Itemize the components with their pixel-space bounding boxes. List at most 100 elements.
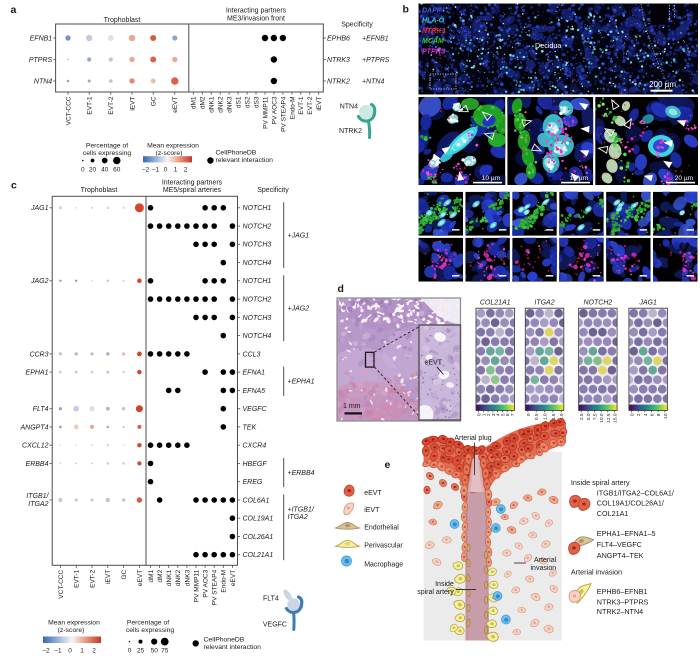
svg-text:Percentage of: Percentage of bbox=[86, 143, 128, 150]
svg-text:dM2: dM2 bbox=[200, 96, 207, 109]
svg-text:NOTCH4: NOTCH4 bbox=[243, 333, 272, 340]
svg-text:ITGA2: ITGA2 bbox=[288, 514, 308, 521]
svg-text:EREG: EREG bbox=[243, 479, 263, 486]
svg-text:(z-score): (z-score) bbox=[156, 150, 183, 157]
svg-text:–2: –2 bbox=[142, 167, 150, 174]
svg-text:EVT-1: EVT-1 bbox=[298, 96, 305, 114]
svg-text:Endo-M: Endo-M bbox=[221, 570, 228, 593]
svg-text:relevant interaction: relevant interaction bbox=[204, 644, 262, 651]
svg-text:0: 0 bbox=[68, 648, 72, 655]
svg-text:CCL3: CCL3 bbox=[243, 351, 261, 358]
svg-text:1: 1 bbox=[481, 413, 487, 416]
svg-text:HBEGF: HBEGF bbox=[243, 461, 268, 468]
svg-text:0.5: 0.5 bbox=[534, 413, 540, 420]
svg-text:PV STEAP4: PV STEAP4 bbox=[212, 569, 219, 605]
svg-text:VEGFC: VEGFC bbox=[243, 406, 268, 413]
svg-text:JAG2: JAG2 bbox=[30, 278, 49, 285]
svg-text:COL19A1: COL19A1 bbox=[243, 516, 274, 523]
svg-text:a: a bbox=[11, 4, 17, 16]
svg-text:eEVT: eEVT bbox=[137, 570, 144, 586]
svg-text:PV AOC3: PV AOC3 bbox=[271, 96, 278, 124]
svg-text:COL6A1: COL6A1 bbox=[243, 497, 270, 504]
svg-text:GC: GC bbox=[151, 96, 158, 106]
svg-text:COL21A1: COL21A1 bbox=[243, 552, 274, 559]
svg-text:dM2: dM2 bbox=[157, 569, 164, 582]
svg-text:+ERBB4: +ERBB4 bbox=[288, 470, 315, 477]
svg-text:ERBB4: ERBB4 bbox=[26, 461, 49, 468]
svg-text:CXCR4: CXCR4 bbox=[243, 443, 267, 450]
svg-text:PV AOC3: PV AOC3 bbox=[203, 569, 210, 597]
svg-text:5: 5 bbox=[500, 413, 506, 416]
svg-text:CXCL12: CXCL12 bbox=[22, 443, 49, 450]
svg-text:Specificity: Specificity bbox=[257, 187, 289, 194]
svg-text:2: 2 bbox=[92, 648, 96, 655]
svg-text:1.0: 1.0 bbox=[543, 413, 549, 420]
svg-text:4: 4 bbox=[496, 413, 502, 416]
svg-text:Specificity: Specificity bbox=[341, 22, 373, 29]
svg-text:3: 3 bbox=[491, 413, 497, 416]
svg-text:EFNA1: EFNA1 bbox=[243, 370, 266, 377]
svg-text:1: 1 bbox=[174, 167, 178, 174]
svg-text:10 µm: 10 µm bbox=[482, 175, 500, 182]
svg-text:EPHA1: EPHA1 bbox=[26, 370, 49, 377]
svg-text:iEVT: iEVT bbox=[129, 96, 136, 110]
svg-text:EFNB1: EFNB1 bbox=[30, 35, 53, 42]
svg-text:NOTCH1: NOTCH1 bbox=[243, 278, 272, 285]
svg-text:FLT4: FLT4 bbox=[33, 406, 49, 413]
svg-text:Decidua: Decidua bbox=[535, 41, 561, 50]
svg-text:(z-score): (z-score) bbox=[58, 627, 85, 634]
svg-text:dNK2: dNK2 bbox=[175, 569, 182, 586]
svg-text:iEVT: iEVT bbox=[105, 570, 112, 584]
svg-text:EFNA5: EFNA5 bbox=[243, 388, 266, 395]
svg-text:50: 50 bbox=[151, 648, 159, 655]
svg-text:dNK1: dNK1 bbox=[166, 569, 173, 586]
svg-text:1.5: 1.5 bbox=[551, 413, 557, 420]
svg-text:0: 0 bbox=[128, 648, 132, 655]
svg-text:NOTCH2: NOTCH2 bbox=[584, 300, 613, 307]
svg-text:Mean expression: Mean expression bbox=[147, 143, 199, 150]
svg-text:GC: GC bbox=[121, 569, 128, 579]
svg-text:NTN4: NTN4 bbox=[34, 78, 52, 85]
svg-text:EPHB6: EPHB6 bbox=[327, 35, 350, 42]
svg-text:NTRK2: NTRK2 bbox=[327, 78, 350, 85]
svg-text:1 mm: 1 mm bbox=[343, 403, 361, 410]
svg-text:VCT-CCC: VCT-CCC bbox=[58, 569, 65, 598]
svg-text:NOTCH2: NOTCH2 bbox=[243, 297, 272, 304]
svg-text:Percentage of: Percentage of bbox=[127, 620, 169, 627]
svg-text:–1: –1 bbox=[152, 167, 160, 174]
svg-text:ITGA2: ITGA2 bbox=[28, 501, 48, 508]
svg-text:Interacting partners: Interacting partners bbox=[226, 8, 287, 15]
svg-text:+ITGB1/: +ITGB1/ bbox=[288, 507, 315, 514]
svg-text:PV MMP11: PV MMP11 bbox=[193, 569, 200, 602]
svg-text:VEGFC: VEGFC bbox=[263, 622, 287, 629]
svg-text:CellPhoneDB: CellPhoneDB bbox=[204, 637, 245, 644]
svg-text:iEVT: iEVT bbox=[316, 96, 323, 110]
svg-text:EVT-1: EVT-1 bbox=[74, 569, 81, 587]
svg-text:NOTCH4: NOTCH4 bbox=[243, 260, 272, 267]
svg-text:COL26A1: COL26A1 bbox=[243, 534, 274, 541]
svg-text:PTPRS: PTPRS bbox=[422, 49, 446, 56]
svg-text:+NTN4: +NTN4 bbox=[362, 78, 384, 85]
svg-text:PV MMP11: PV MMP11 bbox=[262, 96, 269, 129]
svg-text:eEVT: eEVT bbox=[425, 360, 443, 367]
svg-text:NTRK3: NTRK3 bbox=[327, 57, 350, 64]
svg-text:d: d bbox=[338, 283, 344, 295]
svg-text:cells expressing: cells expressing bbox=[83, 150, 132, 157]
svg-text:CellPhoneDB: CellPhoneDB bbox=[216, 150, 257, 157]
svg-text:0: 0 bbox=[164, 167, 168, 174]
svg-text:dNK3: dNK3 bbox=[184, 569, 191, 586]
svg-text:dS2: dS2 bbox=[245, 96, 252, 108]
svg-text:NTRK3: NTRK3 bbox=[422, 28, 445, 35]
svg-text:7: 7 bbox=[510, 413, 516, 416]
svg-text:+JAG2: +JAG2 bbox=[288, 306, 310, 313]
svg-text:ME3/invasion front: ME3/invasion front bbox=[227, 16, 285, 23]
svg-text:dS3: dS3 bbox=[253, 96, 260, 108]
svg-text:20: 20 bbox=[89, 167, 97, 174]
svg-text:40: 40 bbox=[101, 167, 109, 174]
svg-text:cells expressing: cells expressing bbox=[126, 627, 175, 634]
svg-text:+PTPRS: +PTPRS bbox=[362, 57, 390, 64]
svg-text:relevant interaction: relevant interaction bbox=[216, 157, 274, 164]
svg-text:200 µm: 200 µm bbox=[649, 80, 676, 89]
svg-text:NOTCH1: NOTCH1 bbox=[243, 205, 272, 212]
svg-text:eEVT: eEVT bbox=[230, 570, 237, 586]
